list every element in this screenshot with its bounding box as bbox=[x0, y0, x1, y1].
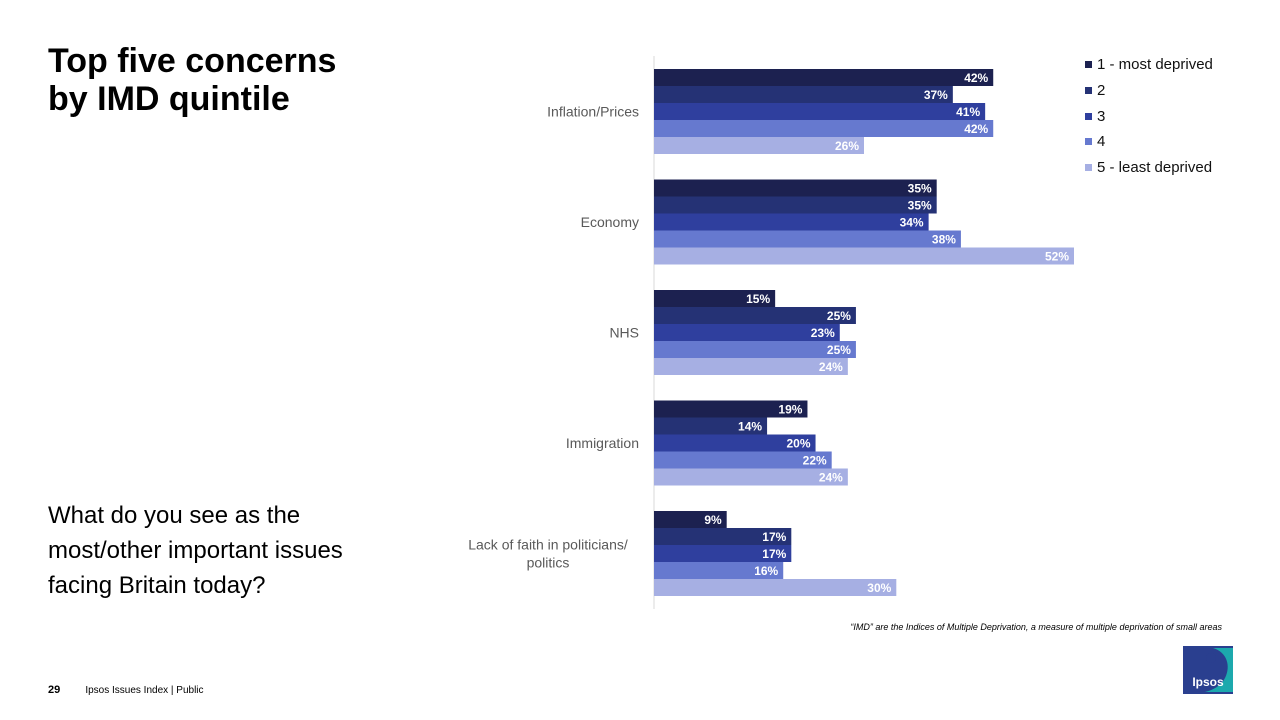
legend-label: 3 bbox=[1097, 107, 1106, 125]
legend-swatch bbox=[1085, 87, 1092, 95]
bar bbox=[654, 196, 937, 214]
category-label: politics bbox=[527, 555, 570, 571]
bar bbox=[654, 247, 1074, 265]
survey-question-line-3: facing Britain today? bbox=[48, 572, 266, 599]
data-label: 42% bbox=[964, 71, 988, 85]
bar bbox=[654, 290, 776, 307]
data-label: 9% bbox=[704, 513, 722, 527]
survey-question-line-2: most/other important issues bbox=[48, 537, 343, 564]
page-number: 29 bbox=[48, 684, 61, 696]
data-label: 22% bbox=[803, 454, 827, 468]
bar bbox=[654, 579, 897, 596]
bar bbox=[654, 120, 994, 137]
bar bbox=[654, 103, 986, 120]
bar bbox=[654, 451, 832, 469]
bar bbox=[654, 307, 856, 324]
page-title-line-1: Top five concerns bbox=[48, 42, 337, 80]
legend-item: 5 - least deprived bbox=[1085, 155, 1213, 181]
data-label: 52% bbox=[1045, 250, 1069, 264]
data-label: 24% bbox=[819, 360, 843, 374]
data-label: 23% bbox=[811, 326, 835, 340]
data-label: 42% bbox=[964, 122, 988, 136]
data-label: 34% bbox=[900, 216, 924, 230]
bar bbox=[654, 86, 953, 103]
data-label: 38% bbox=[932, 233, 956, 247]
category-label: Immigration bbox=[566, 435, 639, 451]
chart-legend: 1 - most deprived 2 3 4 5 - least deprived bbox=[1085, 52, 1213, 180]
data-label: 30% bbox=[867, 581, 891, 595]
page-title: Top five concerns by IMD quintile bbox=[48, 42, 408, 118]
legend-label: 5 - least deprived bbox=[1097, 159, 1213, 177]
data-label: 14% bbox=[738, 420, 762, 434]
legend-label: 2 bbox=[1097, 82, 1106, 100]
bar bbox=[654, 400, 808, 418]
legend-swatch bbox=[1085, 138, 1092, 146]
data-label: 35% bbox=[908, 182, 932, 196]
bar bbox=[654, 213, 929, 231]
imd-footnote: “IMD” are the Indices of Multiple Depriv… bbox=[850, 622, 1222, 632]
category-label: Inflation/Prices bbox=[547, 104, 639, 120]
bar bbox=[654, 69, 994, 86]
bar bbox=[654, 417, 768, 435]
bar bbox=[654, 341, 856, 358]
data-label: 25% bbox=[827, 309, 851, 323]
bar bbox=[654, 545, 792, 562]
legend-item: 4 bbox=[1085, 129, 1213, 155]
footer: 29 Ipsos Issues Index | Public bbox=[48, 684, 204, 696]
bar bbox=[654, 358, 848, 375]
data-label: 17% bbox=[762, 530, 786, 544]
legend-swatch bbox=[1085, 61, 1092, 69]
data-label: 16% bbox=[754, 564, 778, 578]
legend-label: 4 bbox=[1097, 133, 1106, 151]
category-label: Economy bbox=[581, 214, 639, 230]
page-title-line-2: by IMD quintile bbox=[48, 80, 290, 118]
bar bbox=[654, 511, 727, 528]
bar bbox=[654, 468, 848, 486]
survey-question: What do you see as the most/other import… bbox=[48, 498, 398, 603]
legend-swatch bbox=[1085, 112, 1092, 120]
bar bbox=[654, 434, 816, 452]
bar bbox=[654, 137, 864, 154]
legend-item: 1 - most deprived bbox=[1085, 52, 1213, 78]
data-label: 17% bbox=[762, 547, 786, 561]
legend-item: 2 bbox=[1085, 78, 1213, 104]
data-label: 37% bbox=[924, 88, 948, 102]
ipsos-logo: Ipsos bbox=[1183, 646, 1233, 694]
data-label: 19% bbox=[778, 403, 802, 417]
bar bbox=[654, 179, 937, 197]
legend-label: 1 - most deprived bbox=[1097, 56, 1213, 74]
data-label: 35% bbox=[908, 199, 932, 213]
footer-label: Ipsos Issues Index | Public bbox=[85, 685, 204, 696]
bar bbox=[654, 562, 784, 579]
legend-item: 3 bbox=[1085, 103, 1213, 129]
category-label: NHS bbox=[609, 325, 639, 341]
data-label: 20% bbox=[787, 437, 811, 451]
bar bbox=[654, 324, 840, 341]
ipsos-logo-text: Ipsos bbox=[1192, 675, 1224, 689]
category-label: Lack of faith in politicians/ bbox=[468, 537, 628, 553]
data-label: 41% bbox=[956, 105, 980, 119]
bar bbox=[654, 528, 792, 545]
data-label: 26% bbox=[835, 139, 859, 153]
survey-question-line-1: What do you see as the bbox=[48, 502, 301, 529]
ipsos-logo-icon bbox=[1183, 646, 1233, 694]
data-label: 25% bbox=[827, 343, 851, 357]
legend-swatch bbox=[1085, 164, 1092, 172]
bar bbox=[654, 230, 961, 248]
data-label: 15% bbox=[746, 292, 770, 306]
data-label: 24% bbox=[819, 471, 843, 485]
